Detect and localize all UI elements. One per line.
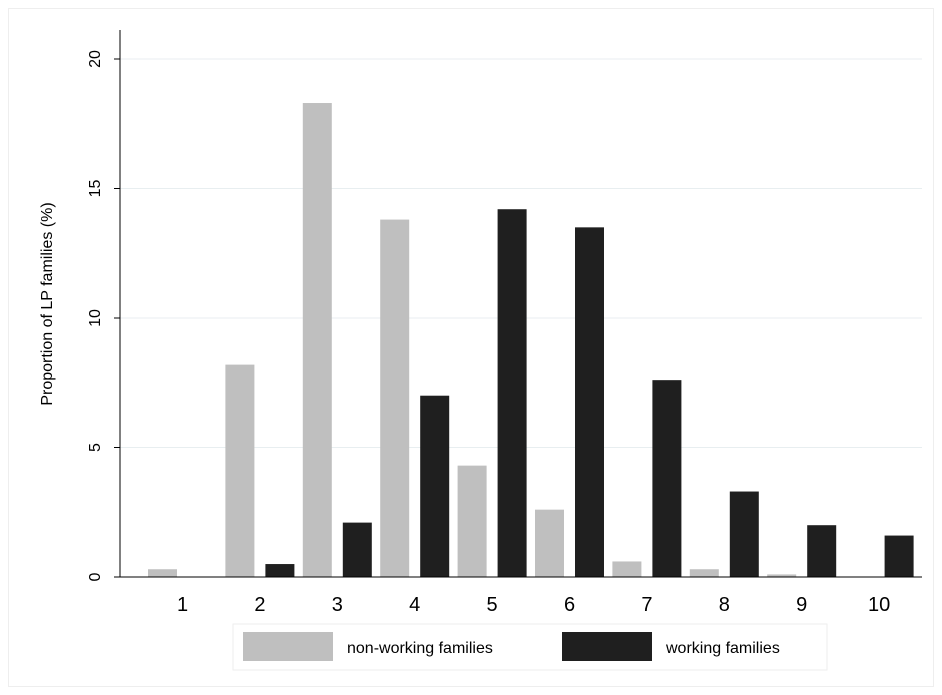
outer-frame bbox=[8, 8, 934, 687]
bar-working-5 bbox=[497, 209, 527, 577]
bar-working-4 bbox=[420, 395, 450, 577]
x-tick-label: 9 bbox=[796, 594, 807, 616]
y-tick-label: 15 bbox=[87, 180, 104, 198]
bar-working-10 bbox=[884, 535, 914, 577]
y-axis-label: Proportion of LP families (%) bbox=[39, 202, 56, 405]
legend-swatch-non-working-families bbox=[243, 632, 333, 661]
legend: non-working families working families bbox=[232, 623, 828, 671]
bar-non-working-7 bbox=[612, 561, 642, 577]
y-tick-label: 20 bbox=[87, 50, 104, 68]
bar-non-working-3 bbox=[302, 103, 332, 577]
x-tick-label: 3 bbox=[332, 594, 343, 616]
x-tick-label: 10 bbox=[868, 594, 890, 616]
x-tick-label: 1 bbox=[177, 594, 188, 616]
bar-non-working-9 bbox=[767, 574, 797, 577]
x-tick-label: 6 bbox=[564, 594, 575, 616]
y-tick-label: 5 bbox=[87, 443, 104, 452]
y-tick-label: 0 bbox=[87, 572, 104, 581]
bar-non-working-4 bbox=[380, 219, 410, 577]
x-tick-label: 8 bbox=[719, 594, 730, 616]
legend-swatch-working-families bbox=[562, 632, 652, 661]
x-tick-label: 4 bbox=[409, 594, 420, 616]
legend-label-non-working-families: non-working families bbox=[347, 640, 493, 657]
x-tick-label: 7 bbox=[641, 594, 652, 616]
x-tick-label: 5 bbox=[487, 594, 498, 616]
bar-non-working-1 bbox=[148, 569, 177, 577]
legend-label-working-families: working families bbox=[665, 640, 780, 657]
bars bbox=[148, 103, 914, 577]
bar-non-working-8 bbox=[689, 569, 719, 577]
bar-non-working-2 bbox=[225, 364, 255, 577]
x-axis-ticks: 1 2 3 4 5 6 7 8 9 10 bbox=[177, 594, 890, 616]
bar-working-2 bbox=[265, 564, 295, 577]
bar-non-working-5 bbox=[457, 465, 487, 577]
y-tick-label: 10 bbox=[87, 309, 104, 327]
bar-working-3 bbox=[342, 522, 372, 577]
bar-working-6 bbox=[575, 227, 604, 577]
bar-working-9 bbox=[807, 525, 837, 577]
bar-non-working-6 bbox=[535, 509, 564, 577]
x-tick-label: 2 bbox=[254, 594, 265, 616]
bar-working-8 bbox=[729, 491, 759, 577]
y-axis-ticks: 0 5 10 15 20 bbox=[87, 50, 120, 581]
bar-working-7 bbox=[652, 380, 682, 577]
